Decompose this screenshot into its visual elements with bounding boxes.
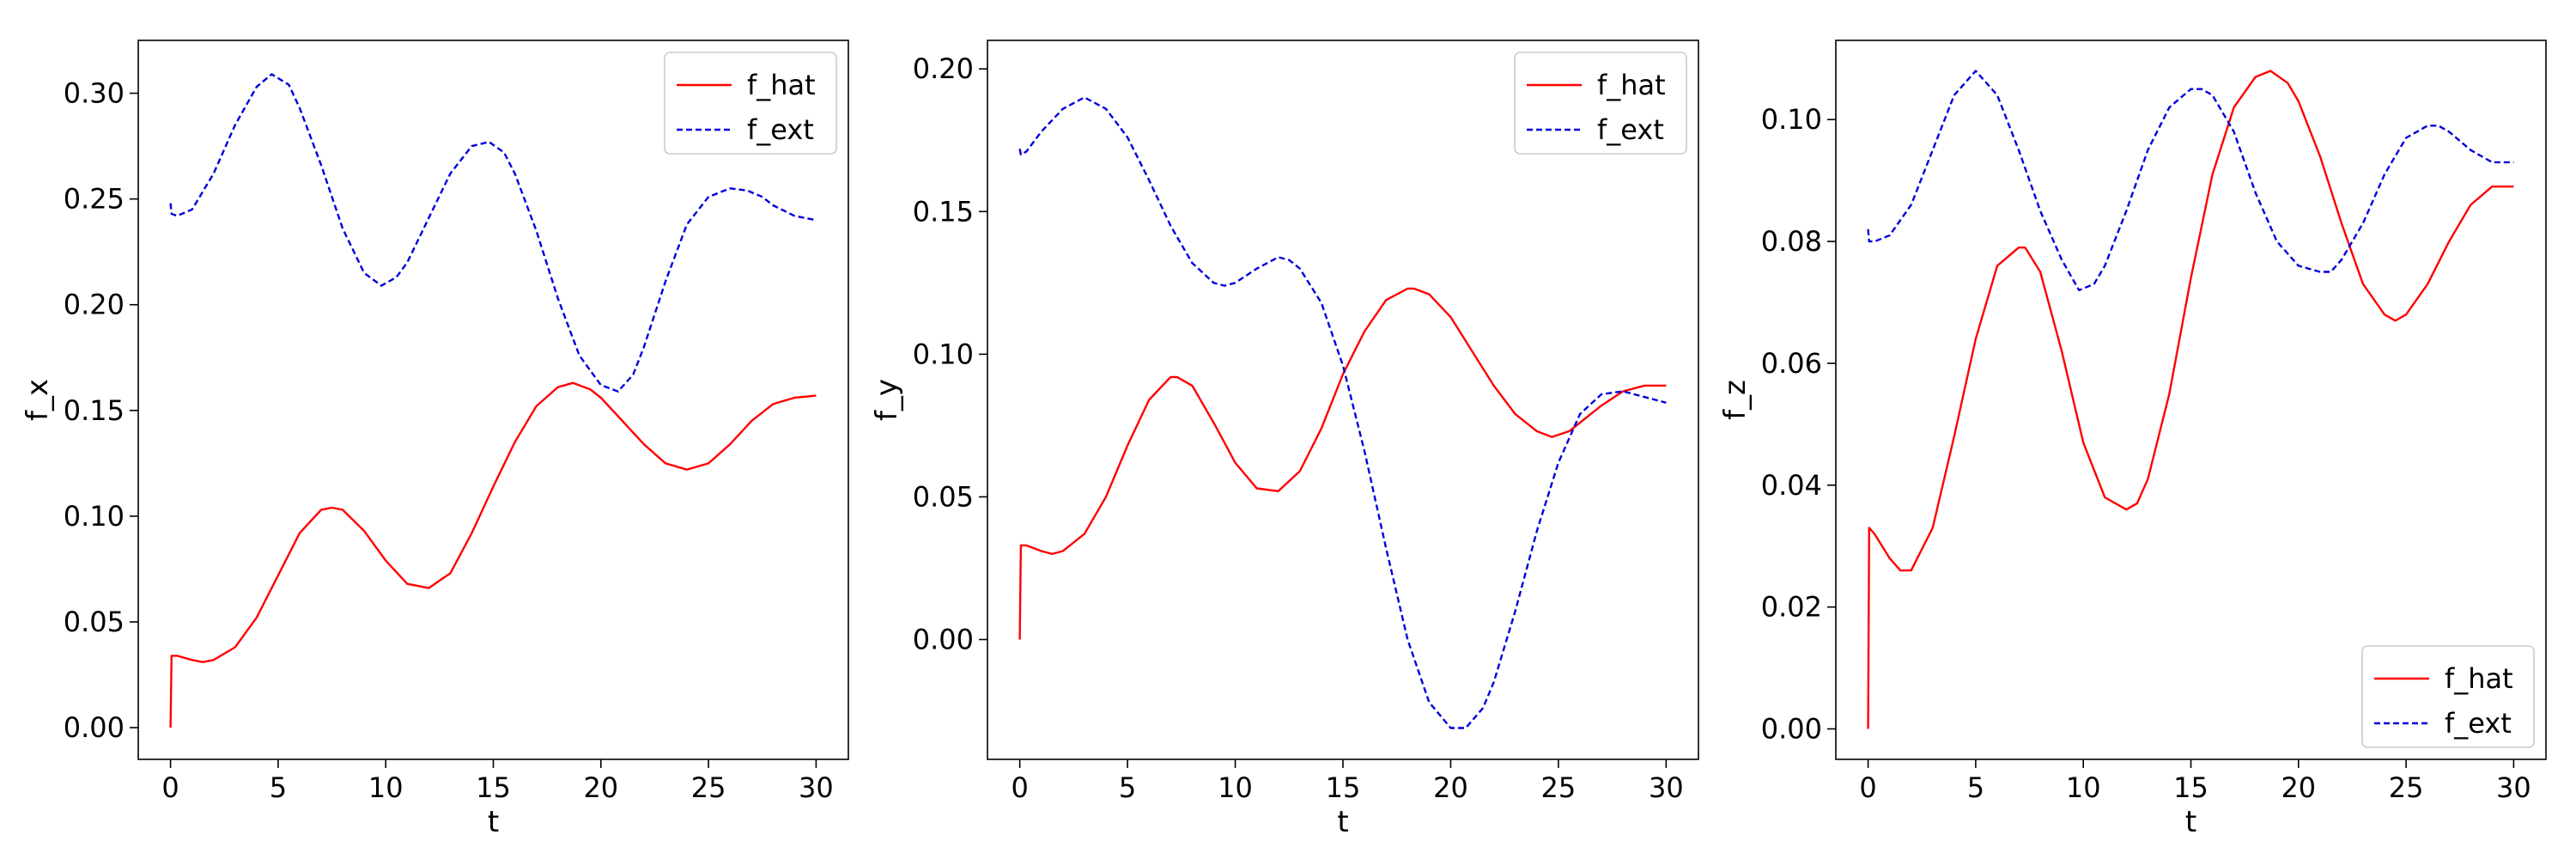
- x-tick-label: 20: [583, 771, 618, 804]
- x-tick-label: 30: [799, 771, 834, 804]
- series-line-f-hat: [1018, 287, 1667, 640]
- y-tick-label: 0.06: [1761, 347, 1822, 380]
- x-tick-label: 5: [270, 771, 287, 804]
- x-tick-label: 15: [1326, 771, 1361, 804]
- x-tick-label: 25: [2389, 771, 2424, 804]
- x-tick-label: 5: [1119, 771, 1136, 804]
- y-tick-label: 0.20: [913, 52, 974, 85]
- y-tick-label: 0.10: [1761, 103, 1822, 136]
- tick-layer: 0 5 10 15 20 25 30 0.00 0.05 0.10 0.15 0.20 0.25 0.30: [64, 77, 834, 804]
- y-axis-label: f_z: [1718, 380, 1753, 420]
- x-tick-label: 30: [2496, 771, 2531, 804]
- y-axis-label: f_y: [870, 379, 904, 421]
- x-tick-label: 10: [1218, 771, 1253, 804]
- series-line-f-ext: [1018, 96, 1667, 729]
- y-tick-label: 0.10: [64, 500, 125, 533]
- y-tick-label: 0.30: [64, 77, 125, 110]
- x-tick-label: 5: [1967, 771, 1984, 804]
- x-tick-label: 10: [2066, 771, 2101, 804]
- y-tick-label: 0.10: [913, 338, 974, 370]
- legend-box: [664, 52, 837, 155]
- plot-series-layer: [169, 73, 817, 728]
- y-axis-label: f_x: [21, 379, 55, 421]
- x-tick-label: 20: [1433, 771, 1468, 804]
- series-line-f-hat: [169, 381, 817, 728]
- x-tick-label: 30: [1649, 771, 1684, 804]
- x-tick-label: 15: [476, 771, 511, 804]
- legend-label-f-ext: f_ext: [1597, 113, 1664, 146]
- series-line-f-hat: [1867, 70, 2514, 729]
- legend: f_hat f_ext: [2361, 645, 2535, 748]
- y-tick-label: 0.00: [913, 624, 974, 656]
- legend-box: [1514, 52, 1687, 155]
- legend: f_hat f_ext: [664, 52, 837, 155]
- legend: f_hat f_ext: [1514, 52, 1687, 155]
- legend-box: [2361, 645, 2535, 748]
- x-tick-label: 20: [2281, 771, 2316, 804]
- subplot-f-z: 0 5 10 15 20 25 30 0.00 0.02 0.04 0.06 0.08 0.10 t f…: [1718, 40, 2547, 839]
- plot-series-layer: [1018, 96, 1667, 729]
- x-axis-label: t: [488, 805, 499, 839]
- y-tick-label: 0.15: [913, 195, 974, 228]
- y-tick-label: 0.05: [64, 606, 125, 638]
- x-axis-label: t: [1337, 805, 1348, 839]
- legend-label-f-hat: f_hat: [747, 69, 816, 101]
- subplot-f-y: 0 5 10 15 20 25 30 0.00 0.05 0.10 0.15 0.20 t f_y f…: [870, 40, 1699, 839]
- legend-label-f-ext: f_ext: [747, 113, 814, 146]
- series-line-f-ext: [169, 73, 817, 393]
- x-tick-label: 0: [1011, 771, 1028, 804]
- x-tick-label: 10: [368, 771, 404, 804]
- y-tick-label: 0.08: [1761, 225, 1822, 258]
- plot-series-layer: [1867, 70, 2514, 729]
- x-tick-label: 25: [691, 771, 726, 804]
- y-tick-label: 0.00: [64, 711, 125, 744]
- legend-label-f-ext: f_ext: [2445, 707, 2512, 740]
- y-tick-label: 0.20: [64, 289, 125, 321]
- y-tick-label: 0.15: [64, 394, 125, 427]
- x-tick-label: 15: [2173, 771, 2208, 804]
- tick-layer: 0 5 10 15 20 25 30 0.00 0.02 0.04 0.06 0.08 0.10: [1761, 103, 2531, 804]
- subplot-f-x: 0 5 10 15 20 25 30 0.00 0.05 0.10 0.15 0.20 0.25 0.30…: [21, 40, 849, 839]
- y-tick-label: 0.00: [1761, 713, 1822, 746]
- y-tick-label: 0.04: [1761, 469, 1822, 502]
- x-axis-label: t: [2185, 805, 2196, 839]
- x-tick-label: 25: [1541, 771, 1577, 804]
- x-tick-label: 0: [1859, 771, 1876, 804]
- legend-label-f-hat: f_hat: [2445, 662, 2513, 695]
- y-tick-label: 0.25: [64, 183, 125, 216]
- y-tick-label: 0.02: [1761, 591, 1822, 624]
- tick-layer: 0 5 10 15 20 25 30 0.00 0.05 0.10 0.15 0.20: [913, 52, 1684, 804]
- legend-label-f-hat: f_hat: [1597, 69, 1666, 101]
- x-tick-label: 0: [161, 771, 179, 804]
- series-line-f-ext: [1867, 70, 2514, 291]
- y-tick-label: 0.05: [913, 480, 974, 513]
